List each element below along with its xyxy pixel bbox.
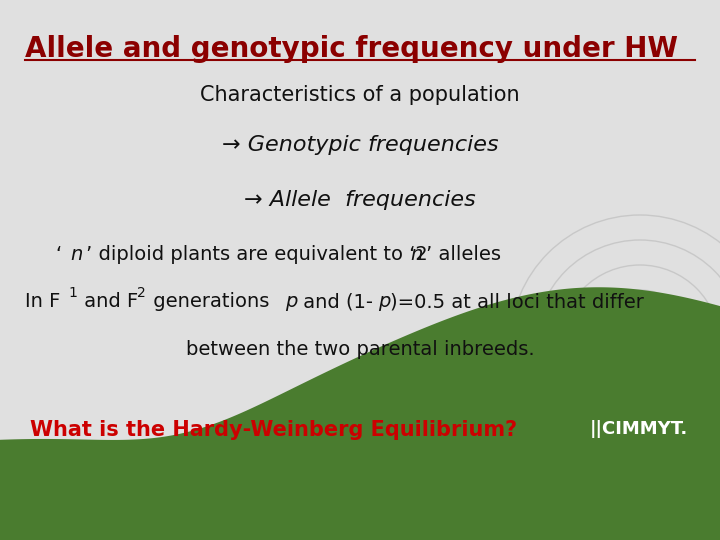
- Text: Characteristics of a population: Characteristics of a population: [200, 85, 520, 105]
- Text: ’ diploid plants are equivalent to ‘2: ’ diploid plants are equivalent to ‘2: [86, 245, 428, 264]
- Text: → Genotypic frequencies: → Genotypic frequencies: [222, 135, 498, 155]
- Text: ’ alleles: ’ alleles: [426, 245, 501, 264]
- Text: ||CIMMYT.: ||CIMMYT.: [590, 420, 688, 438]
- Text: p: p: [285, 292, 297, 311]
- Text: In F: In F: [25, 292, 60, 311]
- Text: n: n: [410, 245, 423, 264]
- Text: p: p: [378, 292, 390, 311]
- Text: and (1-: and (1-: [297, 292, 373, 311]
- Text: Allele and genotypic frequency under HW: Allele and genotypic frequency under HW: [25, 35, 678, 63]
- Text: → Allele  frequencies: → Allele frequencies: [244, 190, 476, 210]
- Text: and F: and F: [78, 292, 138, 311]
- Text: )=0.5 at all loci that differ: )=0.5 at all loci that differ: [390, 292, 644, 311]
- Text: generations: generations: [147, 292, 276, 311]
- Text: ‘: ‘: [55, 245, 61, 264]
- Text: n: n: [70, 245, 82, 264]
- Text: 2: 2: [137, 286, 145, 300]
- Text: What is the Hardy-Weinberg Equilibrium?: What is the Hardy-Weinberg Equilibrium?: [30, 420, 517, 440]
- Text: 1: 1: [68, 286, 77, 300]
- Polygon shape: [0, 287, 720, 540]
- Text: between the two parental inbreeds.: between the two parental inbreeds.: [186, 340, 534, 359]
